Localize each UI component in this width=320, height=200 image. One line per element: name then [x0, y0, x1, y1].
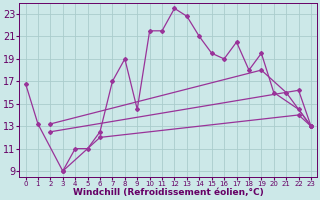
- X-axis label: Windchill (Refroidissement éolien,°C): Windchill (Refroidissement éolien,°C): [73, 188, 264, 197]
